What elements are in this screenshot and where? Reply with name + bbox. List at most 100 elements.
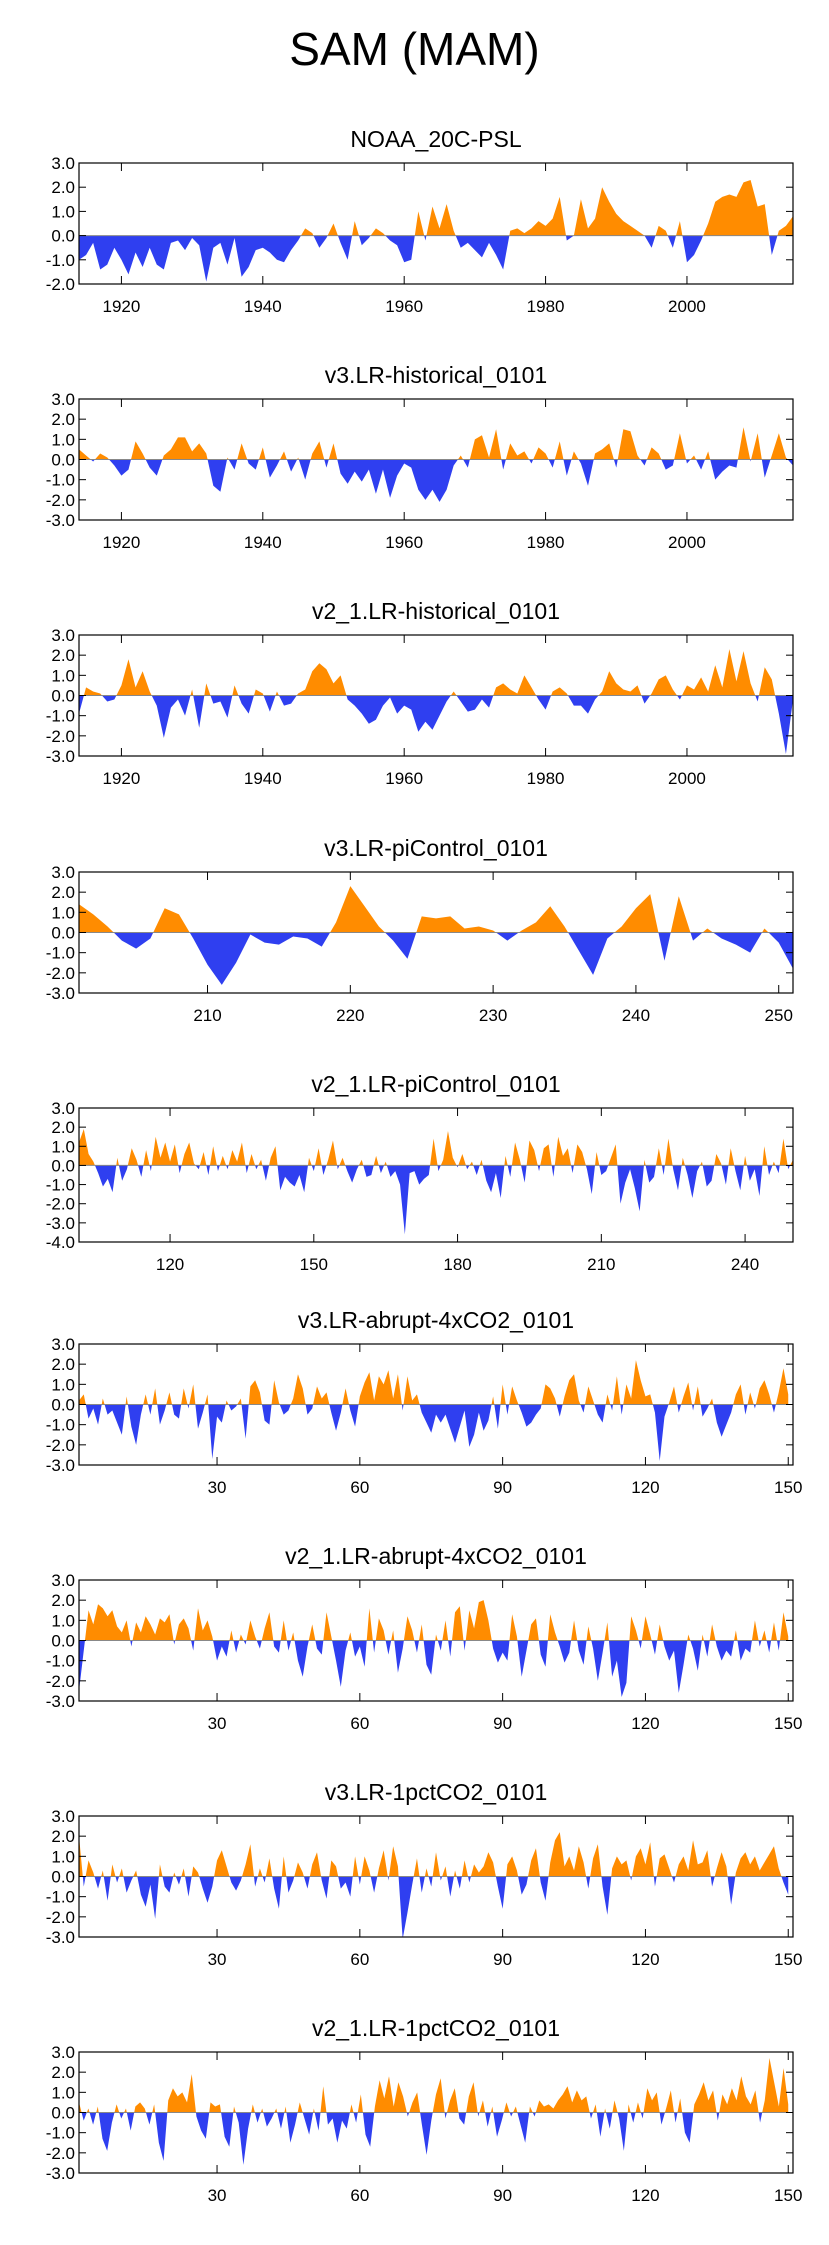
chart-panel-2: v2_1.LR-historical_01013.02.01.00.0-1.0-… (46, 598, 794, 788)
y-tick-label: 0.0 (51, 687, 75, 706)
y-tick-label: 2.0 (51, 1355, 75, 1374)
x-tick-label: 1940 (244, 533, 282, 552)
x-tick-label: 250 (765, 1006, 793, 1025)
y-tick-label: -2.0 (46, 1436, 75, 1455)
y-tick-label: 1.0 (51, 202, 75, 221)
negative-area (79, 695, 793, 754)
y-tick-label: 1.0 (51, 1847, 75, 1866)
y-tick-label: -1.0 (46, 251, 75, 270)
x-tick-label: 150 (300, 1255, 328, 1274)
y-tick-label: 3.0 (51, 2043, 75, 2062)
x-tick-label: 60 (350, 1714, 369, 1733)
panel-title: v3.LR-piControl_0101 (324, 835, 548, 861)
y-tick-label: -3.0 (46, 1456, 75, 1475)
y-tick-label: -3.0 (46, 511, 75, 530)
y-tick-label: -4.0 (46, 1233, 75, 1252)
y-tick-label: 2.0 (51, 2063, 75, 2082)
x-tick-label: 1960 (385, 533, 423, 552)
y-tick-label: -3.0 (46, 2164, 75, 2183)
y-tick-label: -1.0 (46, 707, 75, 726)
x-tick-label: 150 (774, 2186, 802, 2205)
chart-panel-4: v2_1.LR-piControl_0101 3.02.01.00.0-1.0-2… (46, 1071, 794, 1274)
x-tick-label: 30 (208, 1478, 227, 1497)
x-tick-label: 90 (493, 2186, 512, 2205)
negative-area (79, 235, 778, 282)
y-tick-label: -2.0 (46, 727, 75, 746)
positive-area (79, 1360, 789, 1405)
y-tick-label: 2.0 (51, 883, 75, 902)
x-tick-label: 60 (350, 1950, 369, 1969)
negative-area (79, 459, 793, 502)
y-tick-label: 2.0 (51, 646, 75, 665)
panel-title: NOAA_20C-PSL (350, 126, 522, 152)
y-tick-label: 0.0 (51, 2104, 75, 2123)
y-tick-label: 0.0 (51, 924, 75, 943)
y-tick-label: -1.0 (46, 1416, 75, 1435)
negative-area (79, 1404, 789, 1461)
y-tick-label: 0.0 (51, 227, 75, 246)
chart-panel-1: v3.LR-historical_0101 3.02.01.0 0.0-1.0-2.… (46, 362, 794, 552)
x-tick-label: 1940 (244, 769, 282, 788)
y-tick-label: 3.0 (51, 1335, 75, 1354)
chart-panel-7: v3.LR-1pctCO2_0101 3.02.01.0 0.0-1.0-2.0-3… (46, 1779, 803, 1969)
panel-title: v2_1.LR-historical_0101 (312, 598, 560, 624)
plot-frame (78, 1107, 794, 1243)
chart-panel-5: v3.LR-abrupt-4xCO2_01013.02.01.00.0-1.0-… (46, 1307, 803, 1497)
chart-panel-0: NOAA_20C-PSL 3.0 2.0 1.0 0.0 -1.0 -2.0 1920 1940… (46, 126, 794, 316)
x-tick-label: 30 (208, 2186, 227, 2205)
y-tick-label: -2.0 (46, 275, 75, 294)
y-tick-label: 0.0 (51, 451, 75, 470)
positive-area (79, 649, 793, 696)
positive-area (300, 179, 793, 236)
y-tick-label: -3.0 (46, 984, 75, 1003)
x-tick-label: 90 (493, 1478, 512, 1497)
negative-area (79, 1876, 789, 1937)
x-tick-label: 120 (631, 1478, 659, 1497)
x-tick-label: 1980 (527, 769, 565, 788)
x-tick-label: 240 (731, 1255, 759, 1274)
y-tick-label: -1.0 (46, 2124, 75, 2143)
y-tick-label: 3.0 (51, 626, 75, 645)
panel-title: v2_1.LR-abrupt-4xCO2_0101 (285, 1543, 587, 1569)
y-tick-label: 0.0 (51, 1156, 75, 1175)
y-tick-label: -3.0 (46, 1214, 75, 1233)
y-tick-label: 2.0 (51, 410, 75, 429)
x-tick-label: 150 (774, 1950, 802, 1969)
x-tick-label: 120 (631, 2186, 659, 2205)
x-tick-label: 60 (350, 1478, 369, 1497)
figure-title: SAM (MAM) (289, 23, 540, 75)
y-tick-label: 0.0 (51, 1868, 75, 1887)
x-tick-label: 150 (774, 1714, 802, 1733)
x-tick-label: 90 (493, 1714, 512, 1733)
negative-area (79, 932, 793, 985)
x-tick-label: 150 (774, 1478, 802, 1497)
y-tick-label: -2.0 (46, 1672, 75, 1691)
y-tick-label: -2.0 (46, 491, 75, 510)
positive-area (79, 2058, 789, 2113)
y-tick-label: 0.0 (51, 1396, 75, 1415)
chart-panel-8: v2_1.LR-1pctCO2_0101 3.02.01.0 0.0-1.0-2.0… (46, 2015, 803, 2205)
y-tick-label: -1.0 (46, 944, 75, 963)
y-tick-label: -1.0 (46, 1176, 75, 1195)
chart-panel-6: v2_1.LR-abrupt-4xCO2_0101 3.02.01.0 0.0-1.… (46, 1543, 803, 1733)
x-tick-label: 1940 (244, 297, 282, 316)
x-tick-label: 1920 (103, 297, 141, 316)
y-tick-label: -3.0 (46, 747, 75, 766)
y-tick-label: 0.0 (51, 1632, 75, 1651)
y-tick-label: 1.0 (51, 903, 75, 922)
x-tick-label: 30 (208, 1950, 227, 1969)
x-tick-label: 1960 (385, 769, 423, 788)
y-tick-label: 1.0 (51, 666, 75, 685)
y-tick-label: -2.0 (46, 2144, 75, 2163)
panel-title: v3.LR-historical_0101 (325, 362, 547, 388)
chart-panel-3: v3.LR-piControl_0101 3.02.01.0 0.0-1.0-2.0… (46, 835, 794, 1025)
y-tick-label: -1.0 (46, 471, 75, 490)
y-tick-label: 1.0 (51, 430, 75, 449)
positive-area (79, 1129, 793, 1166)
plot-frame (78, 162, 794, 285)
y-tick-label: -2.0 (46, 1908, 75, 1927)
y-tick-label: 3.0 (51, 863, 75, 882)
panel-title: v2_1.LR-1pctCO2_0101 (312, 2015, 560, 2041)
y-tick-label: 2.0 (51, 1118, 75, 1137)
